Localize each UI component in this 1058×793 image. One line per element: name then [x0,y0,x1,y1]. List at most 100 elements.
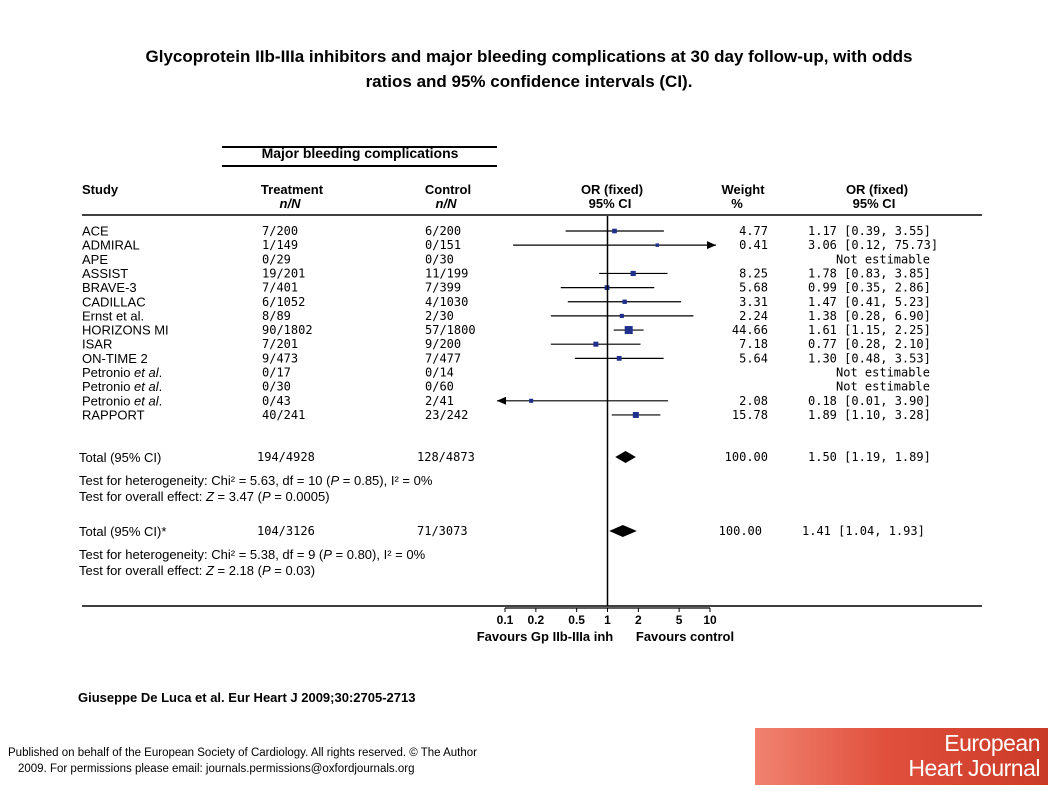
control-value: 23/242 [425,408,468,422]
treatment-value: 9/473 [262,351,298,365]
control-value: 0/14 [425,366,454,380]
header-or-right: OR (fixed) [846,182,908,197]
point-estimate [593,341,599,347]
footer-line-2: 2009. For permissions please email: jour… [18,763,415,775]
x-tick-label: 2 [635,613,642,627]
study-row: ADMIRAL 1/149 0/151 0.41 3.06 [0.12, 75.73] [82,238,938,253]
weight-value: 7.18 [739,337,768,351]
total-weight: 100.00 [725,450,768,464]
xlabel-left: Favours Gp IIb-IIIa inh [477,629,614,644]
x-tick-label: 0.2 [528,613,545,627]
weight-value: 3.31 [739,295,768,309]
x-axis: 0.1 0.2 0.5 1 2 5 10 [497,607,717,627]
citation: Giuseppe De Luca et al. Eur Heart J 2009… [78,690,416,705]
control-value: 7/399 [425,281,461,295]
study-row: Petronio et al. 0/43 2/41 2.08 0.18 [0.01, 3… [82,393,931,408]
study-row: Ernst et al. 8/89 2/30 2.24 1.38 [0.28, 6.90… [82,308,931,323]
study-row: CADILLAC 6/1052 4/1030 3.31 1.47 [0.41, 5.23… [82,294,931,309]
point-estimate [630,270,636,277]
control-value: 2/41 [425,394,454,408]
study-name: BRAVE-3 [82,280,137,295]
ci-text: 1.61 [1.15, 2.25] [808,323,931,337]
header-weight: Weight [721,182,765,197]
treatment-value: 6/1052 [262,295,305,309]
control-value: 2/30 [425,309,454,323]
logo-line-1: European [944,730,1040,756]
study-name: Petronio et al. [82,379,162,394]
study-row: HORIZONS MI 90/1802 57/1800 44.66 1.61 [1.15… [82,323,931,338]
ci-arrow-right [707,241,716,250]
study-row: APE 0/29 0/30 Not estimable [82,252,930,267]
study-name: APE [82,252,108,267]
title-line-1: Glycoprotein IIb-IIIa inhibitors and maj… [145,47,913,66]
journal-logo: European Heart Journal [755,728,1048,785]
x-tick-label: 1 [604,613,611,627]
treatment-value: 19/201 [262,266,305,280]
footer-line-1: Published on behalf of the European Soci… [8,747,477,759]
treatment-value: 8/89 [262,309,291,323]
treatment-value: 0/17 [262,366,291,380]
study-row: ACE 7/200 6/200 4.77 1.17 [0.39, 3.55] [82,224,931,239]
point-estimate [612,228,617,234]
weight-value: 5.68 [739,281,768,295]
treatment-value: 0/43 [262,394,291,408]
ci-text: Not estimable [836,252,930,266]
treatment-value: 1/149 [262,238,298,252]
control-value: 9/200 [425,337,461,351]
ci-text: 1.78 [0.83, 3.85] [808,266,931,280]
weight-value: 2.24 [739,309,768,323]
control-value: 0/30 [425,252,454,266]
control-value: 4/1030 [425,295,468,309]
total-ci-text: 1.50 [1.19, 1.89] [808,450,931,464]
point-estimate [616,355,622,361]
study-row: ISAR 7/201 9/200 7.18 0.77 [0.28, 2.10] [82,337,931,352]
study-row: RAPPORT 40/241 23/242 15.78 1.89 [1.10, 3.28… [82,407,931,422]
ci-text: 1.89 [1.10, 3.28] [808,408,931,422]
weight-value: 2.08 [739,394,768,408]
study-rows: ACE 7/200 6/200 4.77 1.17 [0.39, 3.55]ADMIRA… [82,224,938,423]
journal-logo-text: European Heart Journal [908,731,1040,781]
study-row: ASSIST 19/201 11/199 8.25 1.78 [0.83, 3.85] [82,266,931,281]
ci-text: 1.38 [0.28, 6.90] [808,309,931,323]
treatment-value: 90/1802 [262,323,313,337]
weight-value: 0.41 [739,238,768,252]
control-value: 0/151 [425,238,461,252]
treatment-value: 7/401 [262,281,298,295]
total-ci-text: 1.41 [1.04, 1.93] [802,524,925,538]
panel-title: Major bleeding complications [262,145,459,161]
ci-text: 0.77 [0.28, 2.10] [808,337,931,351]
study-row: BRAVE-3 7/401 7/399 5.68 0.99 [0.35, 2.86] [82,280,931,295]
header-or-right-sub: 95% CI [853,196,896,211]
treatment-value: 7/200 [262,224,298,238]
x-tick-label: 5 [676,613,683,627]
study-name: Ernst et al. [82,308,144,323]
total-label: Total (95% CI) [79,450,161,465]
summary-diamond [609,525,637,537]
weight-value: 15.78 [732,408,768,422]
ci-arrow-left [497,396,506,405]
header-or: OR (fixed) [581,182,643,197]
study-row: Petronio et al. 0/30 0/60 Not estimable [82,379,930,394]
total-weight: 100.00 [719,524,762,538]
treatment-value: 0/29 [262,252,291,266]
total-row: Total (95% CI)* 104/3126 71/3073 100.00 1.41… [79,524,925,578]
point-estimate [529,398,534,403]
treatment-value: 7/201 [262,337,298,351]
header-control-sub: n/N [436,196,458,211]
study-name: ADMIRAL [82,238,140,253]
control-value: 57/1800 [425,323,476,337]
total-control: 128/4873 [417,450,475,464]
ci-text: 0.99 [0.35, 2.86] [808,281,931,295]
xlabel-right: Favours control [636,629,734,644]
control-value: 0/60 [425,380,454,394]
ci-text: 0.18 [0.01, 3.90] [808,394,931,408]
total-treatment: 104/3126 [257,524,315,538]
treatment-value: 0/30 [262,380,291,394]
copyright-footer: Published on behalf of the European Soci… [8,745,477,777]
ci-text: Not estimable [836,366,930,380]
summary-diamond [615,451,636,463]
study-name: HORIZONS MI [82,323,169,338]
weight-value: 44.66 [732,323,768,337]
point-estimate [622,299,627,304]
